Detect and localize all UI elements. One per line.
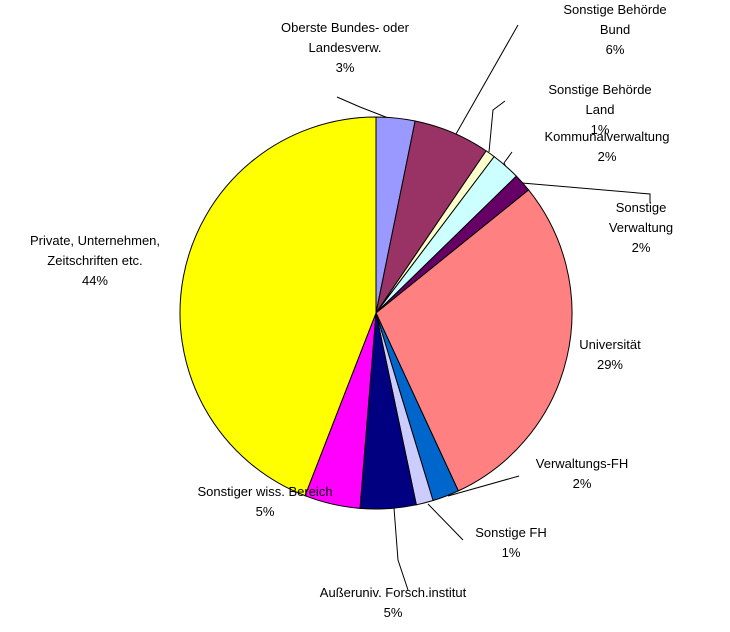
slice-label: Außeruniv. Forsch.institut 5% — [320, 583, 466, 623]
category-label: Kommunalverwaltung — [544, 129, 670, 144]
value-label: 5% — [383, 605, 403, 620]
value-label: 2% — [572, 476, 592, 491]
slice-label: Oberste Bundes- oder Landesverw. 3% — [281, 18, 409, 78]
pie-slice — [375, 189, 573, 492]
value-label: 5% — [255, 504, 275, 519]
slice-label: Sonstige Behörde Bund 6% — [558, 0, 673, 60]
category-label: Verwaltungs-FH — [535, 456, 629, 471]
slice-label: Private, Unternehmen, Zeitschriften etc.… — [30, 231, 160, 291]
category-label: Sonstiger wiss. Bereich — [197, 484, 333, 499]
category-label: Sonstige Verwaltung — [608, 200, 674, 235]
slice-label: Sonstige Verwaltung 2% — [597, 198, 686, 258]
leader-line — [427, 503, 464, 541]
value-label: 2% — [597, 149, 617, 164]
category-label: Sonstige Behörde Bund — [563, 2, 667, 37]
slice-label: Sonstige FH 1% — [475, 523, 547, 563]
leader-line — [455, 24, 519, 135]
value-label: 2% — [631, 240, 651, 255]
pie-slice — [179, 116, 377, 497]
value-label: 44% — [81, 273, 109, 288]
value-label: 1% — [590, 122, 610, 137]
value-label: 29% — [596, 357, 624, 372]
category-label: Oberste Bundes- oder Landesverw. — [281, 20, 409, 55]
value-label: 6% — [605, 42, 625, 57]
leader-line — [336, 96, 397, 122]
category-label: Sonstige FH — [475, 525, 547, 540]
slice-label: Kommunalverwaltung 2% — [544, 127, 669, 167]
leader-lines — [336, 24, 651, 591]
category-label: Außeruniv. Forsch.institut — [319, 585, 467, 600]
leader-line — [521, 182, 651, 203]
slice-label: Universität 29% — [579, 335, 640, 375]
value-label: 3% — [335, 60, 355, 75]
leader-line — [488, 100, 506, 153]
category-label: Sonstige Behörde Land — [548, 82, 652, 117]
slice-label: Sonstiger wiss. Bereich 5% — [197, 482, 332, 522]
value-label: 1% — [501, 545, 521, 560]
leader-line — [393, 507, 409, 591]
category-label: Private, Unternehmen, Zeitschriften etc. — [29, 233, 161, 268]
category-label: Universität — [579, 337, 641, 352]
slice-label: Sonstige Behörde Land 1% — [535, 80, 665, 140]
leader-line — [447, 475, 520, 497]
slice-label: Verwaltungs-FH 2% — [536, 454, 628, 494]
